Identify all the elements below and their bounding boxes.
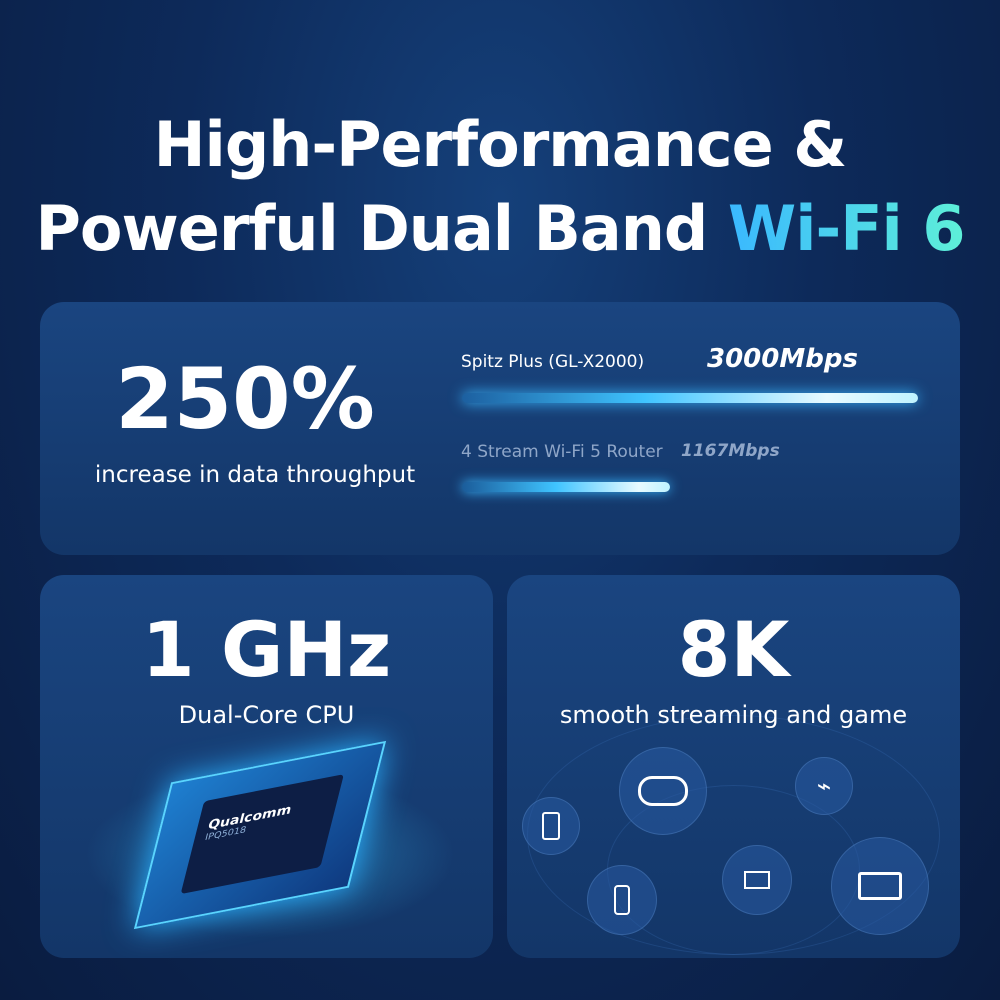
- speaker-icon: [522, 797, 580, 855]
- cpu-caption: Dual-Core CPU: [178, 701, 355, 729]
- gamepad-icon: [619, 747, 707, 835]
- security-camera-icon: ⌁: [795, 757, 853, 815]
- router-label-1: Spitz Plus (GL-X2000): [461, 352, 645, 372]
- laptop-icon: [831, 837, 929, 935]
- headline-wifi6: Wi-Fi 6: [727, 192, 966, 265]
- router-label-2: 4 Stream Wi-Fi 5 Router: [461, 442, 663, 462]
- headline-line-1: High-Performance &: [153, 108, 848, 181]
- cpu-card: 1 GHz Dual-Core CPU Qualcomm IPQ5018: [40, 575, 493, 958]
- phone-icon: [587, 865, 657, 935]
- monitor-icon: [722, 845, 792, 915]
- router-speed-1: 3000Mbps: [707, 344, 858, 374]
- throughput-caption: increase in data throughput: [94, 462, 416, 488]
- headline-line-2: Powerful Dual Band Wi-Fi 6: [0, 192, 1000, 265]
- speed-bar-2: [462, 482, 670, 492]
- streaming-caption: smooth streaming and game: [559, 701, 908, 729]
- throughput-value: 250%: [115, 350, 375, 448]
- speed-bar-1: [462, 393, 918, 403]
- cpu-value: 1 GHz: [141, 605, 392, 694]
- streaming-value: 8K: [677, 605, 790, 694]
- streaming-card: 8K smooth streaming and game ⌁: [507, 575, 960, 958]
- headline-prefix: Powerful Dual Band: [35, 192, 728, 265]
- router-speed-2: 1167Mbps: [681, 441, 780, 461]
- throughput-card: 250% increase in data throughput Spitz P…: [40, 302, 960, 555]
